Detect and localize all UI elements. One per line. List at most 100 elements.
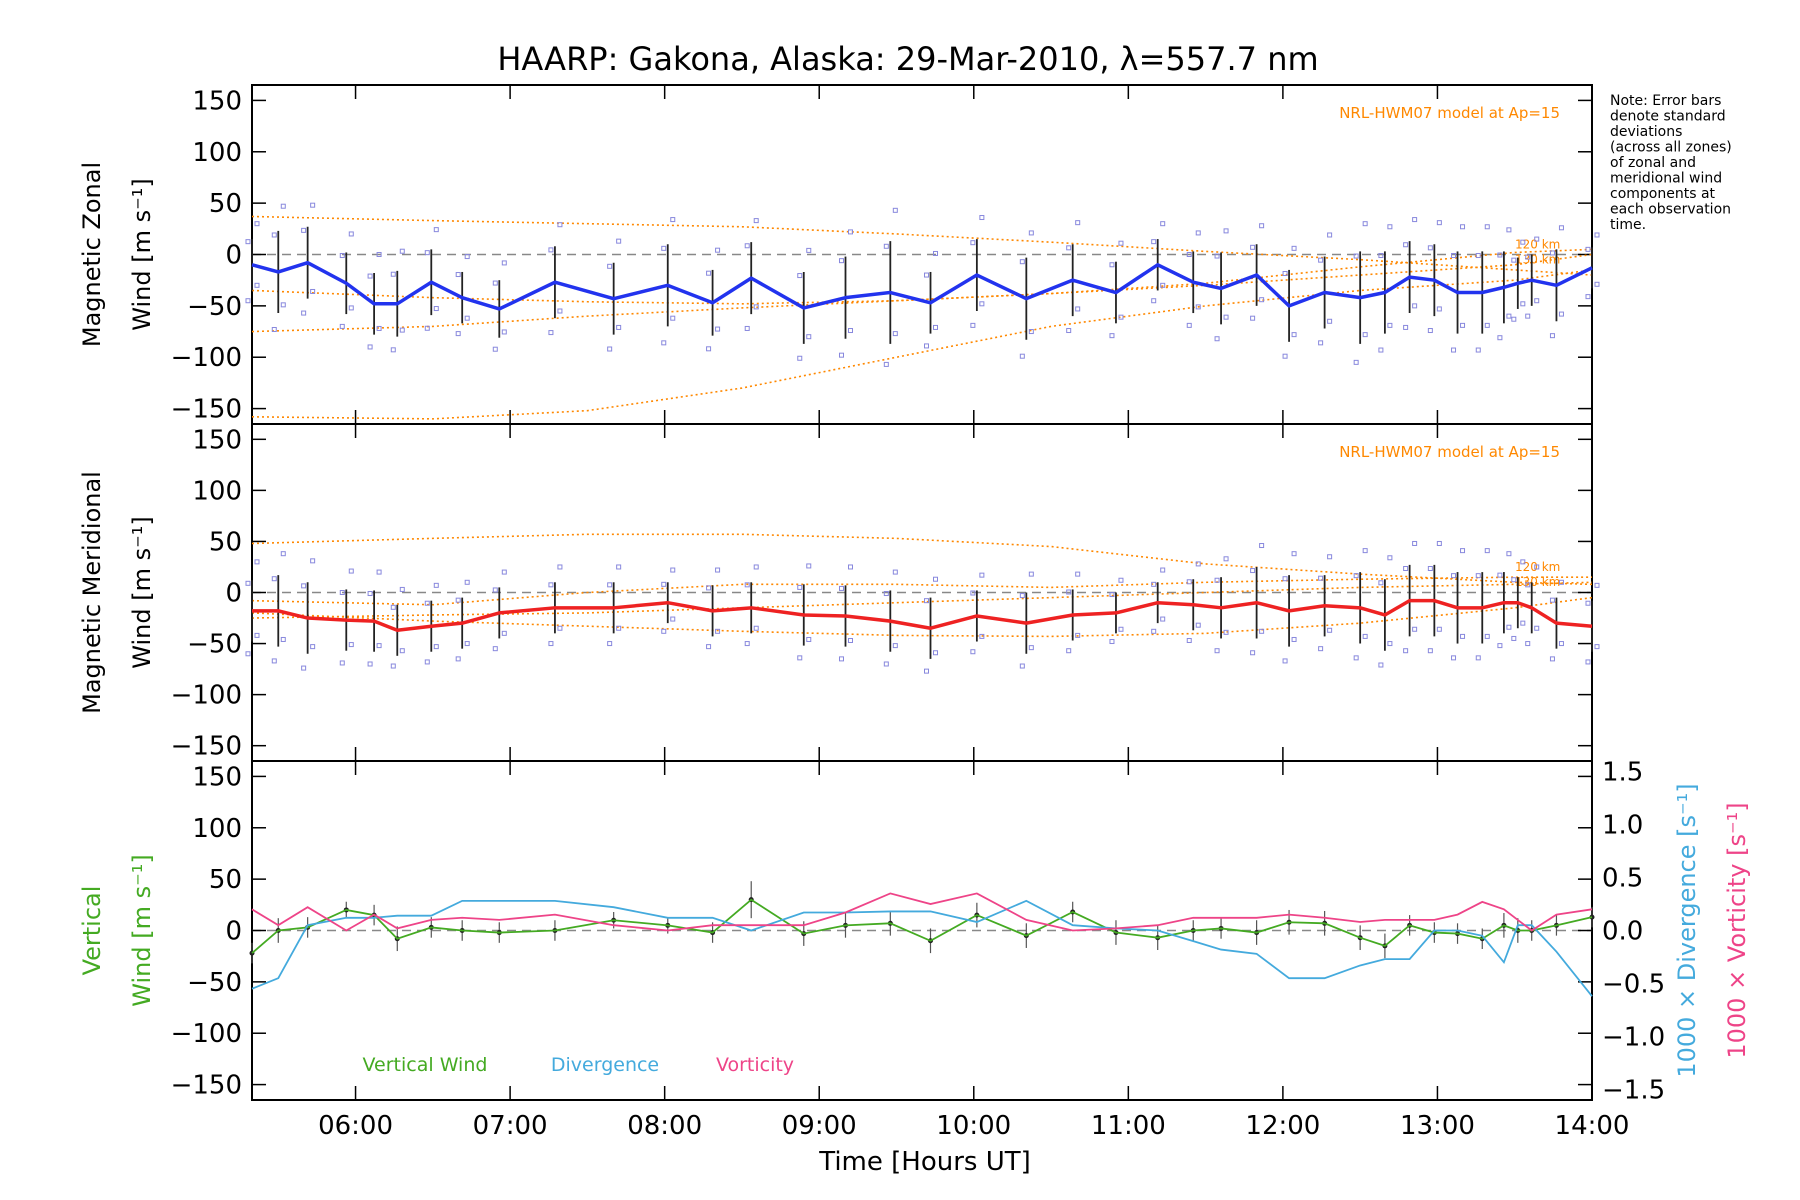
right-axis-label-divergence: 1000 × Divergence [s⁻¹] (1673, 783, 1701, 1077)
scatter-point (753, 218, 759, 224)
scatter-point (424, 600, 430, 606)
scatter-point (806, 563, 812, 569)
y-tick-label: −150 (171, 1071, 242, 1101)
note-line: Note: Error bars (1610, 93, 1721, 109)
scatter-point (1066, 648, 1072, 654)
scatter-point (1291, 636, 1297, 642)
scatter-point (616, 324, 622, 330)
scatter-point (245, 298, 251, 304)
scatter-point (838, 585, 844, 591)
scatter-point (1558, 641, 1564, 647)
scatter-point (1427, 648, 1433, 654)
scatter-point (548, 641, 554, 647)
scatter-point (1109, 639, 1115, 645)
scatter-point (744, 325, 750, 331)
scatter-point (254, 282, 260, 288)
scatter-point (1327, 627, 1333, 633)
scatter-point (1109, 262, 1115, 268)
scatter-point (1028, 329, 1034, 335)
scatter-point (1594, 281, 1600, 287)
scatter-point (1353, 253, 1359, 259)
right-y-tick-label: −0.5 (1602, 969, 1665, 999)
scatter-point (1484, 322, 1490, 328)
note-line: time. (1610, 217, 1646, 233)
x-tick-label: 14:00 (1555, 1111, 1630, 1141)
scatter-point (376, 643, 382, 649)
y-axis-label-line2: Wind [m s⁻¹] (128, 854, 156, 1006)
scatter-point (883, 361, 889, 367)
scatter-point (1160, 221, 1166, 227)
scatter-point (1353, 359, 1359, 365)
scatter-point (1451, 573, 1457, 579)
y-tick-label: −100 (171, 1019, 242, 1049)
scatter-point (1520, 620, 1526, 626)
y-tick-label: 50 (209, 527, 242, 557)
scatter-point (1019, 259, 1025, 265)
scatter-point (1475, 347, 1481, 353)
scatter-point (280, 203, 286, 209)
right-y-tick-label: −1.0 (1602, 1022, 1665, 1052)
scatter-point (744, 582, 750, 588)
scatter-point (715, 567, 721, 573)
scatter-point (367, 591, 373, 597)
scatter-point (1259, 297, 1265, 303)
scatter-point (1327, 232, 1333, 238)
scatter-point (1460, 224, 1466, 230)
right-y-tick-label: 0.5 (1602, 864, 1643, 894)
series-line (252, 598, 1593, 633)
scatter-point (1594, 232, 1600, 238)
scatter-point (744, 243, 750, 249)
scatter-point (1118, 577, 1124, 583)
scatter-point (607, 263, 613, 269)
scatter-point (1412, 217, 1418, 223)
series-line-vertical-wind (251, 898, 1593, 954)
x-tick-label: 13:00 (1400, 1111, 1475, 1141)
scatter-point (924, 272, 930, 278)
scatter-point (245, 580, 251, 586)
chart-title: HAARP: Gakona, Alaska: 29-Mar-2010, λ=55… (497, 40, 1318, 78)
scatter-point (847, 229, 853, 235)
scatter-point (455, 272, 461, 278)
scatter-point (501, 260, 507, 266)
scatter-point (1511, 577, 1517, 583)
scatter-point (892, 643, 898, 649)
scatter-point (883, 243, 889, 249)
scatter-point (607, 582, 613, 588)
scatter-point (464, 641, 470, 647)
legend-item: Vertical Wind (363, 1054, 488, 1076)
scatter-point (838, 352, 844, 358)
scatter-point (715, 326, 721, 332)
y-tick-label: 0 (225, 917, 242, 947)
scatter-point (1378, 662, 1384, 668)
scatter-point (1387, 322, 1393, 328)
series-line-vorticity (251, 892, 1593, 932)
scatter-point (607, 641, 613, 647)
scatter-point (933, 650, 939, 656)
scatter-point (1549, 333, 1555, 339)
scatter-point (399, 586, 405, 592)
scatter-point (1549, 656, 1555, 662)
scatter-point (1214, 577, 1220, 583)
scatter-point (1019, 663, 1025, 669)
scatter-point (310, 644, 316, 650)
scatter-point (424, 659, 430, 665)
scatter-point (661, 245, 667, 251)
scatter-point (1186, 322, 1192, 328)
scatter-point (1412, 303, 1418, 309)
scatter-point (310, 558, 316, 564)
scatter-point (883, 591, 889, 597)
scatter-point (254, 559, 260, 565)
scatter-point (1525, 582, 1531, 588)
scatter-point (1534, 564, 1540, 570)
scatter-point (892, 207, 898, 213)
scatter-point (557, 222, 563, 228)
x-tick-label: 07:00 (473, 1111, 548, 1141)
right-axis-label-vorticity: 1000 × Vorticity [s⁻¹] (1723, 802, 1751, 1058)
scatter-point (455, 597, 461, 603)
scatter-point (670, 616, 676, 622)
scatter-point (339, 590, 345, 595)
right-y-tick-label: 1.0 (1602, 811, 1643, 841)
scatter-point (1259, 223, 1265, 229)
scatter-point (1259, 543, 1265, 549)
scatter-point (706, 585, 712, 591)
